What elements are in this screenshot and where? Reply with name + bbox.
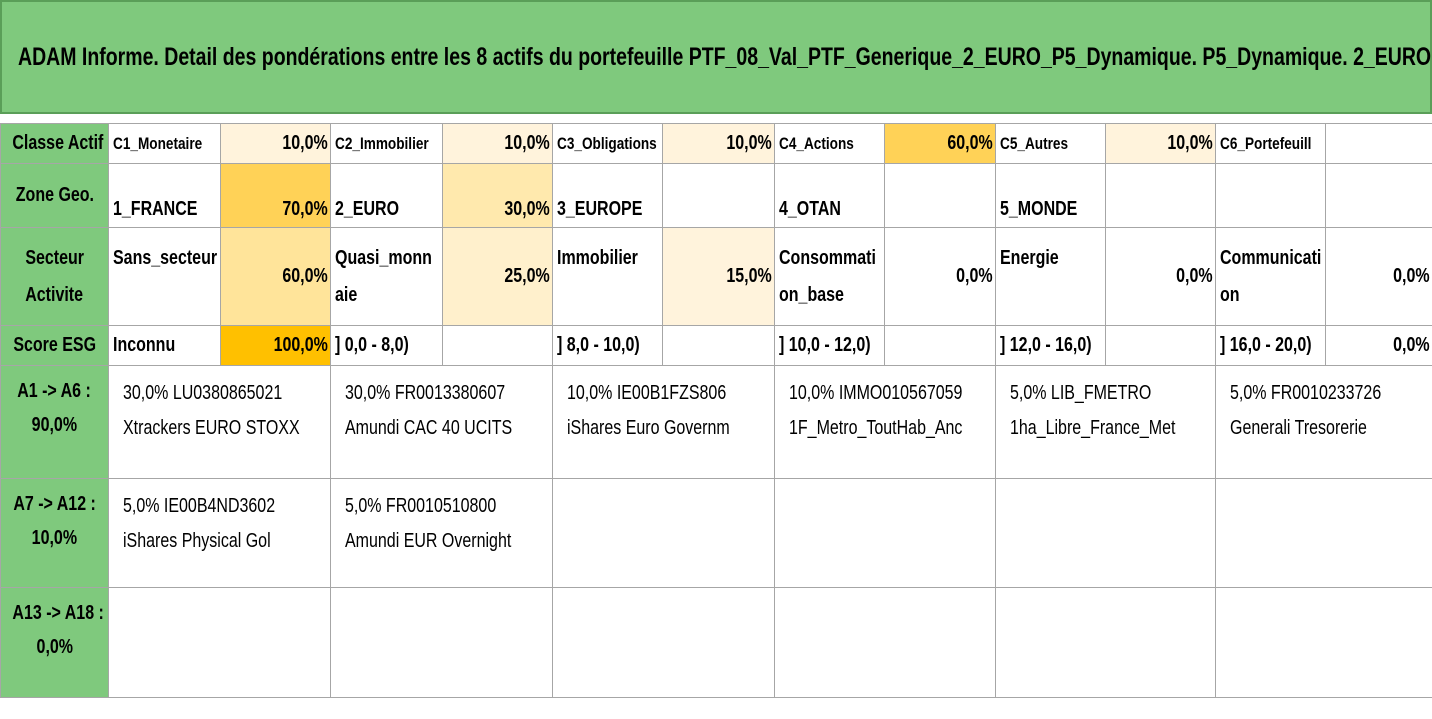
zone-name-5[interactable]: 5_MONDE <box>995 163 1106 228</box>
range-label-a13-a18[interactable]: A13 -> A18 : 0,0% <box>0 587 109 698</box>
esg-value-4[interactable] <box>884 325 996 366</box>
label-secteur-activite[interactable]: Secteur Activite <box>0 227 109 326</box>
asset-cell-4[interactable]: 10,0% IMMO010567059 1F_Metro_ToutHab_Anc <box>774 365 996 479</box>
asset-cell-7[interactable]: 5,0% IE00B4ND3602 iShares Physical Gol <box>108 478 331 588</box>
secteur-name-1[interactable]: Sans_secteur <box>108 227 221 326</box>
classe-value-3[interactable]: 10,0% <box>662 123 775 164</box>
esg-value-5[interactable] <box>1105 325 1216 366</box>
zone-name-6[interactable] <box>1215 163 1326 228</box>
asset-cell-11[interactable] <box>995 478 1216 588</box>
report-title: ADAM Informe. Detail des pondérations en… <box>18 42 1432 71</box>
classe-value-2[interactable]: 10,0% <box>442 123 553 164</box>
zone-value-5[interactable] <box>1105 163 1216 228</box>
zone-value-4[interactable] <box>884 163 996 228</box>
zone-value-1[interactable]: 70,0% <box>220 163 331 228</box>
asset-cell-9[interactable] <box>552 478 775 588</box>
classe-name-5[interactable]: C5_Autres <box>995 123 1106 164</box>
row-assets-a1-a6: A1 -> A6 : 90,0% 30,0% LU0380865021 Xtrac… <box>0 365 1432 479</box>
zone-value-3[interactable] <box>662 163 775 228</box>
row-assets-a7-a12: A7 -> A12 : 10,0% 5,0% IE00B4ND3602 iShar… <box>0 478 1432 588</box>
asset-cell-15[interactable] <box>552 587 775 698</box>
zone-name-3[interactable]: 3_EUROPE <box>552 163 663 228</box>
asset-cell-17[interactable] <box>995 587 1216 698</box>
label-classe-actif[interactable]: Classe Actif <box>0 123 109 164</box>
classe-value-6[interactable] <box>1325 123 1432 164</box>
secteur-value-5[interactable]: 0,0% <box>1105 227 1216 326</box>
asset-cell-5[interactable]: 5,0% LIB_FMETRO 1ha_Libre_France_Met <box>995 365 1216 479</box>
classe-name-3[interactable]: C3_Obligations <box>552 123 663 164</box>
asset-cell-14[interactable] <box>330 587 553 698</box>
esg-value-2[interactable] <box>442 325 553 366</box>
asset-cell-2[interactable]: 30,0% FR0013380607 Amundi CAC 40 UCITS <box>330 365 553 479</box>
esg-name-1[interactable]: Inconnu <box>108 325 221 366</box>
label-score-esg[interactable]: Score ESG <box>0 325 109 366</box>
asset-cell-8[interactable]: 5,0% FR0010510800 Amundi EUR Overnight <box>330 478 553 588</box>
asset-cell-10[interactable] <box>774 478 996 588</box>
asset-cell-18[interactable] <box>1215 587 1432 698</box>
esg-name-4[interactable]: ] 10,0 - 12,0) <box>774 325 885 366</box>
row-assets-a13-a18: A13 -> A18 : 0,0% <box>0 587 1432 698</box>
row-secteur-activite: Secteur Activite Sans_secteur 60,0% Quas… <box>0 227 1432 326</box>
secteur-name-2[interactable]: Quasi_monn aie <box>330 227 443 326</box>
asset-cell-6[interactable]: 5,0% FR0010233726 Generali Tresorerie <box>1215 365 1432 479</box>
row-zone-geo: Zone Geo. 1_FRANCE 70,0% 2_EURO 30,0% 3_… <box>0 163 1432 228</box>
secteur-value-2[interactable]: 25,0% <box>442 227 553 326</box>
label-zone-geo[interactable]: Zone Geo. <box>0 163 109 228</box>
secteur-name-6[interactable]: Communicati on <box>1215 227 1326 326</box>
asset-cell-13[interactable] <box>108 587 331 698</box>
range-label-a7-a12[interactable]: A7 -> A12 : 10,0% <box>0 478 109 588</box>
classe-name-6[interactable]: C6_Portefeuill <box>1215 123 1326 164</box>
zone-value-2[interactable]: 30,0% <box>442 163 553 228</box>
secteur-name-5[interactable]: Energie <box>995 227 1106 326</box>
secteur-value-1[interactable]: 60,0% <box>220 227 331 326</box>
zone-name-2[interactable]: 2_EURO <box>330 163 443 228</box>
classe-name-4[interactable]: C4_Actions <box>774 123 885 164</box>
secteur-name-4[interactable]: Consommati on_base <box>774 227 885 326</box>
esg-name-5[interactable]: ] 12,0 - 16,0) <box>995 325 1106 366</box>
esg-value-6[interactable]: 0,0% <box>1325 325 1432 366</box>
classe-value-5[interactable]: 10,0% <box>1105 123 1216 164</box>
secteur-value-4[interactable]: 0,0% <box>884 227 996 326</box>
row-classe-actif: Classe Actif C1_Monetaire 10,0% C2_Immob… <box>0 123 1432 164</box>
weights-table: Classe Actif C1_Monetaire 10,0% C2_Immob… <box>0 123 1432 698</box>
asset-cell-16[interactable] <box>774 587 996 698</box>
range-label-a1-a6[interactable]: A1 -> A6 : 90,0% <box>0 365 109 479</box>
zone-name-4[interactable]: 4_OTAN <box>774 163 885 228</box>
asset-cell-3[interactable]: 10,0% IE00B1FZS806 iShares Euro Governm <box>552 365 775 479</box>
esg-value-3[interactable] <box>662 325 775 366</box>
classe-name-1[interactable]: C1_Monetaire <box>108 123 221 164</box>
zone-name-1[interactable]: 1_FRANCE <box>108 163 221 228</box>
secteur-value-3[interactable]: 15,0% <box>662 227 775 326</box>
report-title-bar[interactable]: ADAM Informe. Detail des pondérations en… <box>0 0 1432 114</box>
secteur-value-6[interactable]: 0,0% <box>1325 227 1432 326</box>
secteur-name-3[interactable]: Immobilier <box>552 227 663 326</box>
asset-cell-1[interactable]: 30,0% LU0380865021 Xtrackers EURO STOXX <box>108 365 331 479</box>
classe-name-2[interactable]: C2_Immobilier <box>330 123 443 164</box>
esg-name-3[interactable]: ] 8,0 - 10,0) <box>552 325 663 366</box>
row-score-esg: Score ESG Inconnu 100,0% ] 0,0 - 8,0) ] … <box>0 325 1432 366</box>
esg-name-6[interactable]: ] 16,0 - 20,0) <box>1215 325 1326 366</box>
esg-name-2[interactable]: ] 0,0 - 8,0) <box>330 325 443 366</box>
asset-cell-12[interactable] <box>1215 478 1432 588</box>
esg-value-1[interactable]: 100,0% <box>220 325 331 366</box>
zone-value-6[interactable] <box>1325 163 1432 228</box>
classe-value-4[interactable]: 60,0% <box>884 123 996 164</box>
classe-value-1[interactable]: 10,0% <box>220 123 331 164</box>
